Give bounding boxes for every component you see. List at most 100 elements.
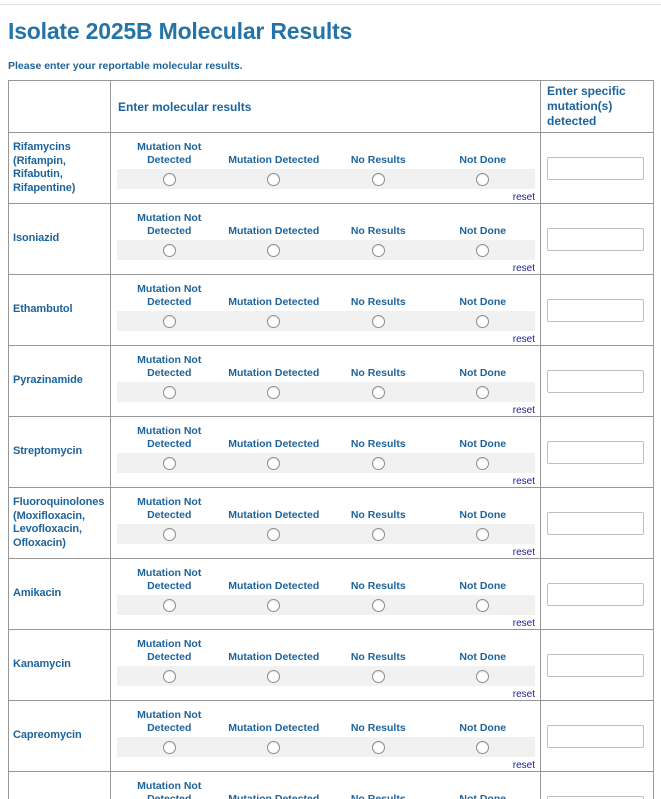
option-label-not-done: Not Done xyxy=(459,580,507,592)
option-labels: Mutation Not Detected Mutation Detected No… xyxy=(117,779,535,799)
radio-mutation-not-detected[interactable] xyxy=(162,740,176,754)
reset-link[interactable]: reset xyxy=(512,760,535,771)
radio-no-results[interactable] xyxy=(371,669,385,683)
radio-mutation-detected[interactable] xyxy=(267,598,281,612)
option-label-mutation-detected: Mutation Detected xyxy=(228,509,320,521)
mutation-input[interactable] xyxy=(547,795,644,799)
mutation-input[interactable] xyxy=(547,511,644,535)
radio-no-results[interactable] xyxy=(371,456,385,470)
radio-mutation-not-detected[interactable] xyxy=(162,314,176,328)
reset-link[interactable]: reset xyxy=(512,405,535,416)
radio-mutation-not-detected[interactable] xyxy=(162,527,176,541)
option-label-not-done: Not Done xyxy=(459,438,507,450)
radio-mutation-detected[interactable] xyxy=(267,669,281,683)
radio-not-done[interactable] xyxy=(476,598,490,612)
radio-mutation-detected[interactable] xyxy=(267,243,281,257)
options-cell: Mutation Not Detected Mutation Detected No… xyxy=(110,203,541,275)
radio-mutation-not-detected[interactable] xyxy=(162,669,176,683)
mutation-input[interactable] xyxy=(547,653,644,677)
radio-strip xyxy=(117,737,535,757)
mutation-input[interactable] xyxy=(547,724,644,748)
option-label-mutation-detected: Mutation Detected xyxy=(228,225,320,237)
radio-mutation-not-detected[interactable] xyxy=(162,598,176,612)
table-row: Isoniazid Mutation Not Detected Mutation … xyxy=(8,203,654,275)
radio-no-results[interactable] xyxy=(371,314,385,328)
radio-not-done[interactable] xyxy=(476,385,490,399)
mutation-input-cell xyxy=(540,558,654,630)
reset-link[interactable]: reset xyxy=(512,547,535,558)
mutation-input[interactable] xyxy=(547,369,644,393)
radio-no-results[interactable] xyxy=(371,740,385,754)
radio-mutation-detected[interactable] xyxy=(267,172,281,186)
option-label-mutation-not-detected: Mutation Not Detected xyxy=(137,496,202,521)
mutation-input-cell xyxy=(540,629,654,701)
option-label-not-done: Not Done xyxy=(459,793,507,799)
option-label-mutation-detected: Mutation Detected xyxy=(228,793,320,799)
reset-link[interactable]: reset xyxy=(512,689,535,700)
option-label-no-results: No Results xyxy=(350,651,406,663)
option-labels: Mutation Not Detected Mutation Detected No… xyxy=(117,211,535,238)
mutation-input-cell xyxy=(540,771,654,799)
reset-link[interactable]: reset xyxy=(512,192,535,203)
radio-no-results[interactable] xyxy=(371,243,385,257)
radio-mutation-detected[interactable] xyxy=(267,385,281,399)
radio-not-done[interactable] xyxy=(476,456,490,470)
mutation-input[interactable] xyxy=(547,227,644,251)
drug-name-cell: Ethambutol xyxy=(8,274,111,346)
radio-not-done[interactable] xyxy=(476,243,490,257)
header-divider xyxy=(0,4,661,5)
radio-mutation-not-detected[interactable] xyxy=(162,456,176,470)
drug-name-cell: Capreomycin xyxy=(8,700,111,772)
reset-link[interactable]: reset xyxy=(512,334,535,345)
options-cell: Mutation Not Detected Mutation Detected No… xyxy=(110,629,541,701)
mutation-input[interactable] xyxy=(547,582,644,606)
radio-mutation-detected[interactable] xyxy=(267,456,281,470)
radio-strip xyxy=(117,169,535,189)
radio-no-results[interactable] xyxy=(371,527,385,541)
option-labels: Mutation Not Detected Mutation Detected No… xyxy=(117,424,535,451)
option-labels: Mutation Not Detected Mutation Detected No… xyxy=(117,495,535,522)
option-label-mutation-detected: Mutation Detected xyxy=(228,580,320,592)
option-label-not-done: Not Done xyxy=(459,296,507,308)
radio-mutation-not-detected[interactable] xyxy=(162,385,176,399)
radio-mutation-not-detected[interactable] xyxy=(162,172,176,186)
radio-strip xyxy=(117,524,535,544)
option-label-not-done: Not Done xyxy=(459,367,507,379)
options-cell: Mutation Not Detected Mutation Detected No… xyxy=(110,274,541,346)
mutation-input[interactable] xyxy=(547,440,644,464)
radio-not-done[interactable] xyxy=(476,527,490,541)
option-label-mutation-detected: Mutation Detected xyxy=(228,154,320,166)
radio-mutation-not-detected[interactable] xyxy=(162,243,176,257)
radio-strip xyxy=(117,453,535,473)
mutation-input-cell xyxy=(540,700,654,772)
radio-not-done[interactable] xyxy=(476,314,490,328)
option-labels: Mutation Not Detected Mutation Detected No… xyxy=(117,566,535,593)
drug-name-cell: Kanamycin xyxy=(8,629,111,701)
radio-not-done[interactable] xyxy=(476,669,490,683)
page-title: Isolate 2025B Molecular Results xyxy=(8,18,353,44)
radio-not-done[interactable] xyxy=(476,172,490,186)
reset-link[interactable]: reset xyxy=(512,476,535,487)
option-label-mutation-not-detected: Mutation Not Detected xyxy=(137,780,202,799)
radio-mutation-detected[interactable] xyxy=(267,314,281,328)
radio-no-results[interactable] xyxy=(371,385,385,399)
option-label-mutation-detected: Mutation Detected xyxy=(228,367,320,379)
radio-mutation-detected[interactable] xyxy=(267,527,281,541)
reset-link[interactable]: reset xyxy=(512,618,535,629)
option-label-no-results: No Results xyxy=(350,722,406,734)
radio-no-results[interactable] xyxy=(371,172,385,186)
mutation-input-cell xyxy=(540,203,654,275)
option-label-no-results: No Results xyxy=(350,296,406,308)
mutation-input[interactable] xyxy=(547,156,644,180)
mutation-input-cell xyxy=(540,416,654,488)
mutation-input-cell xyxy=(540,274,654,346)
option-label-not-done: Not Done xyxy=(459,154,507,166)
table-row: Pyrazinamide Mutation Not Detected Mutati… xyxy=(8,345,654,417)
reset-link[interactable]: reset xyxy=(512,263,535,274)
drug-name-cell: Rifamycins (Rifampin, Rifabutin, Rifapen… xyxy=(8,132,111,204)
radio-mutation-detected[interactable] xyxy=(267,740,281,754)
radio-no-results[interactable] xyxy=(371,598,385,612)
mutation-input-cell xyxy=(540,345,654,417)
mutation-input[interactable] xyxy=(547,298,644,322)
radio-not-done[interactable] xyxy=(476,740,490,754)
